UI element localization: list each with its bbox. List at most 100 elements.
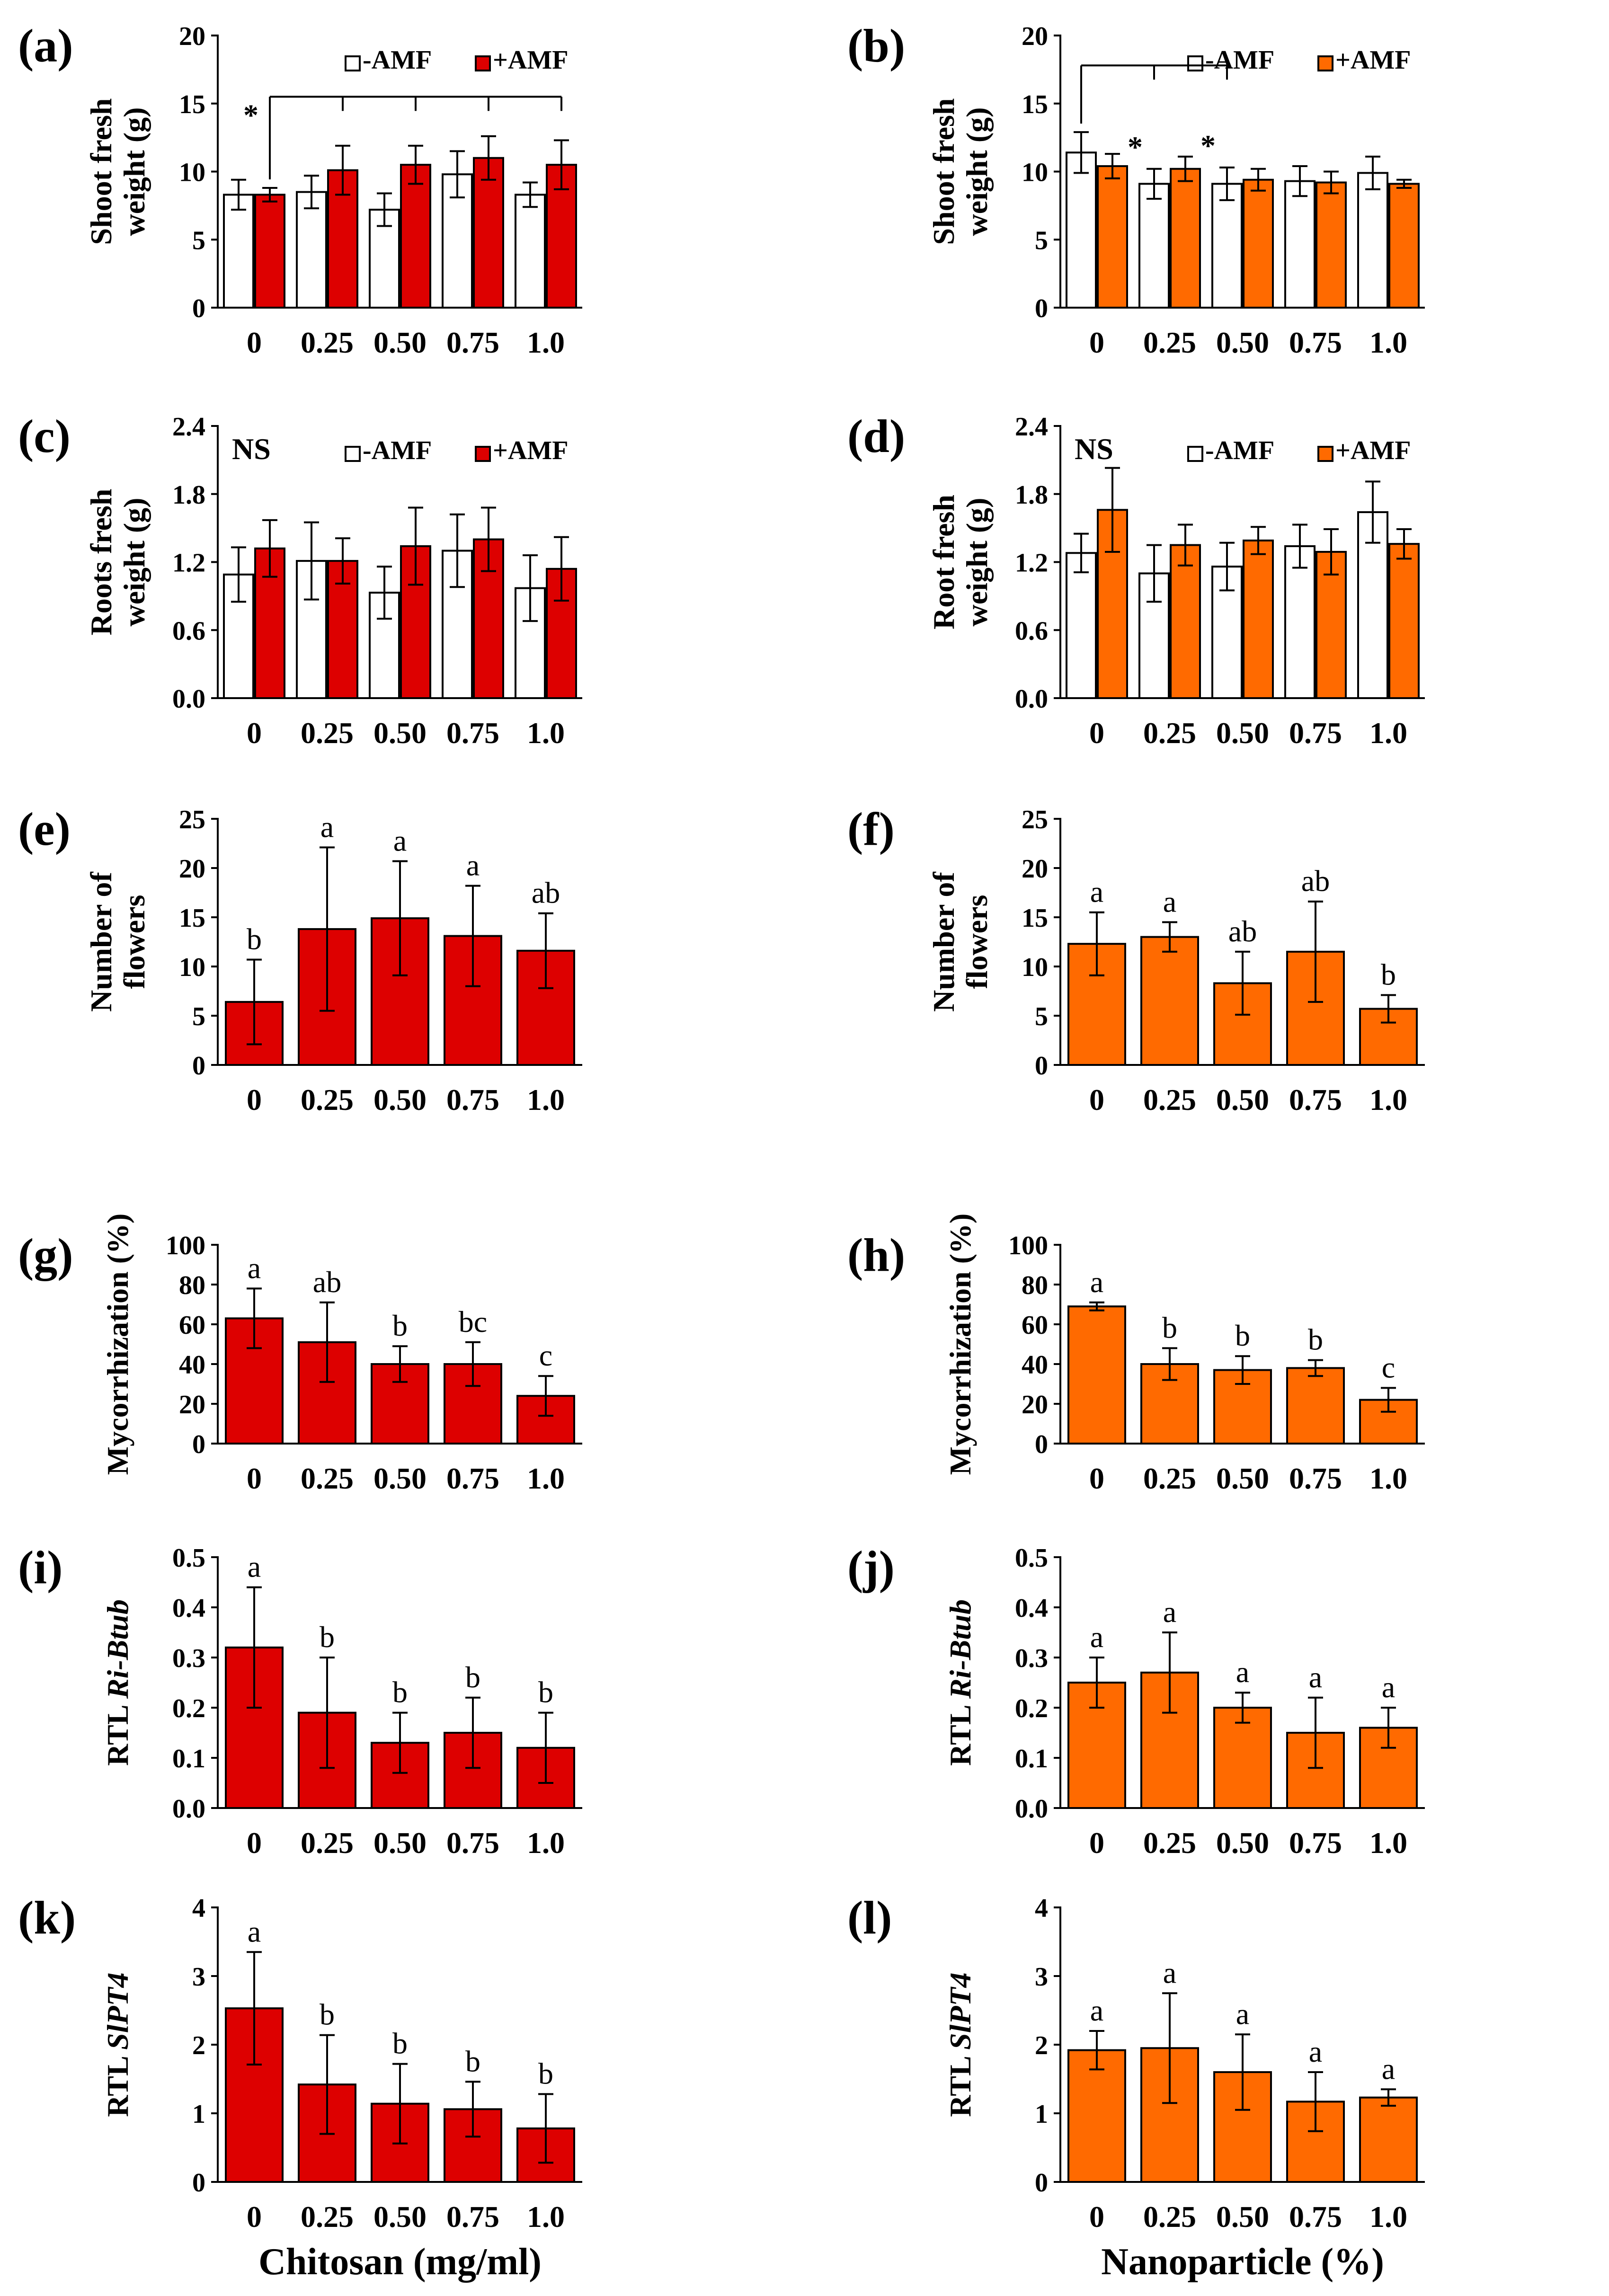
significance-note: NS xyxy=(1075,432,1113,466)
legend-swatch xyxy=(1317,446,1333,462)
panel-k: (k) 0 1 2 3 4 0 0.25 0.50 0.75 1.0 RTL SlPT4 a b b b b Ch… xyxy=(18,1891,582,2283)
y-tick-label: 0 xyxy=(192,1051,205,1081)
y-axis-title-prefix: RTL xyxy=(101,2050,134,2117)
x-category-label: 1.0 xyxy=(1369,1462,1407,1495)
y-tick-label: 20 xyxy=(1022,22,1048,51)
y-tick-label: 1.8 xyxy=(172,480,205,510)
y-tick-label: 0.6 xyxy=(1015,616,1048,646)
panel-a: (a) 0 5 10 15 20 0 0.25 0.50 0.75 1.0 Shoot fresh we… xyxy=(18,19,582,359)
x-category-label: 0.75 xyxy=(446,1083,499,1117)
x-category-label: 0.25 xyxy=(1143,716,1196,750)
legend-swatch xyxy=(475,446,491,462)
y-tick-label: 0 xyxy=(192,294,205,323)
x-category-label: 1.0 xyxy=(527,1083,565,1117)
x-category-label: 0.75 xyxy=(446,2200,499,2234)
panel-label: (k) xyxy=(18,1891,76,1944)
x-category-label: 0.75 xyxy=(1289,1462,1342,1495)
bar xyxy=(254,194,285,309)
significance-star: * xyxy=(1128,130,1143,164)
y-tick-label: 4 xyxy=(1035,1894,1048,1923)
bar xyxy=(1284,545,1316,700)
bar xyxy=(1286,2101,1345,2183)
y-tick-label: 0.2 xyxy=(172,1694,205,1723)
x-category-label: 1.0 xyxy=(527,1462,565,1495)
y-tick-label: 20 xyxy=(1022,854,1048,884)
y-tick-label: 0.6 xyxy=(172,616,205,646)
x-category-label: 0.75 xyxy=(446,716,499,750)
x-category-label: 0.75 xyxy=(1289,1083,1342,1117)
panel-b: (b) 0 5 10 15 20 0 0.25 0.50 0.75 1.0 Shoot fresh we… xyxy=(847,19,1425,359)
significance-letter: a xyxy=(1382,1670,1395,1704)
bar xyxy=(1359,2096,1418,2183)
legend-label: +AMF xyxy=(493,436,568,465)
panel-f: (f) 0 5 10 15 20 25 0 0.25 0.50 0.75 1.0 Number of fl… xyxy=(847,803,1425,1117)
y-tick-label: 100 xyxy=(166,1231,205,1260)
y-axis-title: Number of xyxy=(927,871,960,1011)
bar xyxy=(1243,178,1274,309)
significance-letter: b xyxy=(320,1998,335,2031)
legend-label: +AMF xyxy=(493,45,568,75)
legend-swatch xyxy=(345,446,361,462)
y-axis-title: weight (g) xyxy=(117,498,151,627)
y-tick-label: 80 xyxy=(179,1271,205,1300)
significance-letter: a xyxy=(1163,1956,1176,1989)
bar xyxy=(1140,936,1199,1066)
panel-g: (g) 0 20 40 60 80 100 0 0.25 0.50 0.75 1.0 Mycorrhiz… xyxy=(18,1214,582,1495)
significance-letter: ab xyxy=(313,1265,341,1299)
significance-letter: b xyxy=(465,2044,480,2078)
y-axis-title: flowers xyxy=(117,895,151,989)
x-category-label: 0.75 xyxy=(1289,326,1342,359)
y-tick-label: 0.0 xyxy=(172,1794,205,1824)
significance-letter: ab xyxy=(532,876,560,910)
bar xyxy=(1170,168,1201,309)
significance-letter: a xyxy=(248,1915,261,1948)
x-category-label: 0.75 xyxy=(446,326,499,359)
x-category-label: 1.0 xyxy=(527,1826,565,1860)
y-axis-title: weight (g) xyxy=(117,107,151,236)
x-category-label: 0 xyxy=(247,716,262,750)
x-category-label: 0 xyxy=(247,1083,262,1117)
bar xyxy=(296,191,327,309)
x-category-label: 1.0 xyxy=(527,716,565,750)
x-category-label: 0.25 xyxy=(301,2200,354,2234)
significance-letter: b xyxy=(538,1675,553,1709)
y-axis-title: Roots fresh xyxy=(84,489,118,636)
y-tick-label: 15 xyxy=(179,90,205,119)
y-tick-label: 10 xyxy=(1022,953,1048,982)
y-axis-title: Shoot fresh xyxy=(84,98,118,245)
significance-letter: b xyxy=(392,2027,408,2060)
y-tick-label: 5 xyxy=(192,226,205,255)
y-axis-title: RTL Ri-Btub xyxy=(101,1599,134,1766)
x-category-label: 0.50 xyxy=(373,1083,427,1117)
y-axis-title: Root fresh xyxy=(927,495,960,629)
y-axis-title: RTL SlPT4 xyxy=(943,1972,977,2117)
x-category-label: 0 xyxy=(247,326,262,359)
bar xyxy=(1316,550,1347,699)
y-axis-title: RTL SlPT4 xyxy=(101,1972,134,2117)
y-tick-label: 0.4 xyxy=(1015,1594,1048,1623)
x-category-label: 1.0 xyxy=(1369,2200,1407,2234)
significance-letter: c xyxy=(1382,1350,1395,1384)
x-category-label: 0 xyxy=(247,2200,262,2234)
y-tick-label: 2 xyxy=(1035,2031,1048,2060)
y-tick-label: 0 xyxy=(192,1430,205,1459)
bar xyxy=(400,164,431,309)
y-tick-label: 40 xyxy=(179,1350,205,1380)
significance-letter: b xyxy=(1162,1311,1177,1344)
significance-star: * xyxy=(243,98,258,132)
y-tick-label: 1 xyxy=(192,2100,205,2129)
y-tick-label: 2 xyxy=(192,2031,205,2060)
bar xyxy=(1066,151,1097,309)
y-axis-title: Shoot fresh xyxy=(927,98,960,245)
panel-d: (d) 0.0 0.6 1.2 1.8 2.4 0 0.25 0.50 0.75 1.0 Root f… xyxy=(847,410,1425,750)
significance-letter: c xyxy=(539,1339,552,1372)
y-tick-label: 20 xyxy=(179,22,205,51)
x-category-label: 0.25 xyxy=(1143,1826,1196,1860)
x-category-label: 0.50 xyxy=(373,716,427,750)
y-tick-label: 20 xyxy=(179,854,205,884)
y-tick-label: 10 xyxy=(179,158,205,187)
significance-letter: bc xyxy=(459,1305,487,1339)
bar xyxy=(1243,539,1274,699)
y-tick-label: 5 xyxy=(192,1002,205,1031)
